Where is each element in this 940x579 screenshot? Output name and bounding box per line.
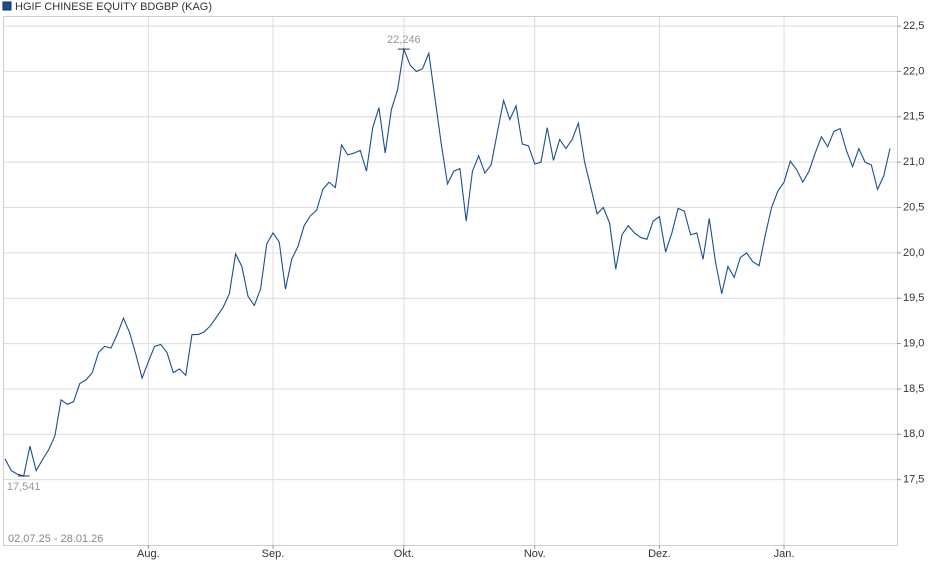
- y-tick-label: 22,5: [903, 20, 924, 32]
- date-range: 02.07.25 - 28.01.26: [8, 533, 103, 545]
- x-tick-label: Nov.: [524, 548, 546, 560]
- y-tick-label: 19,5: [903, 292, 924, 304]
- y-tick-label: 19,0: [903, 338, 924, 350]
- y-tick-label: 18,5: [903, 383, 924, 395]
- y-tick-label: 21,5: [903, 111, 924, 123]
- x-tick-label: Okt.: [394, 548, 414, 560]
- legend-swatch: [2, 1, 12, 11]
- y-tick-label: 20,5: [903, 201, 924, 213]
- x-tick-label: Jan.: [774, 548, 795, 560]
- plot-frame: [3, 16, 898, 546]
- y-tick-label: 22,0: [903, 65, 924, 77]
- chart-title: HGIF CHINESE EQUITY BDGBP (KAG): [15, 1, 212, 13]
- y-tick-label: 21,0: [903, 156, 924, 168]
- price-line: [4, 47, 891, 477]
- max-label: 22,246: [387, 34, 421, 46]
- y-tick-label: 18,0: [903, 428, 924, 440]
- min-label: 17,541: [7, 481, 41, 493]
- x-tick-label: Dez.: [648, 548, 671, 560]
- y-tick-label: 20,0: [903, 247, 924, 259]
- x-tick-label: Aug.: [137, 548, 160, 560]
- x-tick-label: Sep.: [262, 548, 285, 560]
- y-tick-label: 17,5: [903, 474, 924, 486]
